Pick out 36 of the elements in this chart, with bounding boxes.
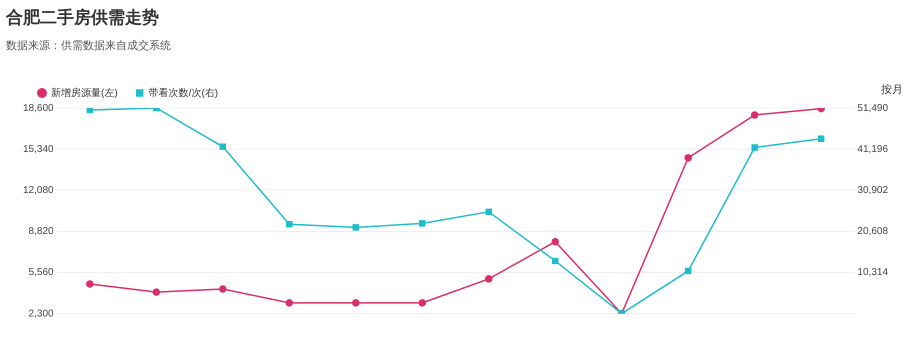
y-tick-label: 5,560	[28, 267, 54, 278]
point	[818, 135, 824, 142]
y2-tick-label: 41,196	[857, 144, 888, 155]
point	[152, 288, 160, 296]
point	[219, 285, 227, 293]
point	[352, 224, 359, 231]
point	[551, 238, 559, 246]
point	[486, 208, 492, 216]
legend-label: 带看次数/次(右)	[148, 86, 218, 99]
chart-title: 合肥二手房供需走势	[6, 7, 159, 29]
point	[419, 220, 426, 227]
point	[86, 108, 94, 114]
y-tick-label: 12,080	[22, 184, 54, 196]
point	[684, 154, 692, 162]
y2-tick-label: 20,608	[857, 226, 888, 238]
y-tick-label: 8,820	[28, 226, 54, 238]
y-tick-label: 2,300	[28, 308, 54, 320]
y-tick-label: 18,600	[22, 102, 54, 114]
point	[352, 299, 360, 307]
point	[220, 143, 226, 150]
chart-subtitle: 数据来源：供需数据来自成交系统	[6, 38, 171, 53]
point	[286, 299, 294, 307]
text: 按月	[881, 82, 903, 97]
legend-label: 新增房源量(左)	[51, 86, 118, 99]
point	[751, 144, 758, 151]
point	[750, 111, 758, 119]
point	[418, 299, 426, 307]
point	[552, 258, 558, 264]
point	[286, 220, 293, 228]
y-tick-label: 15,340	[22, 144, 54, 155]
y2-tick-label: 30,902	[857, 184, 888, 196]
point	[86, 280, 94, 288]
point	[684, 268, 692, 274]
point	[484, 275, 492, 283]
y2-tick-label: 51,490	[857, 102, 888, 114]
y2-tick-label: 10,314	[857, 267, 888, 278]
